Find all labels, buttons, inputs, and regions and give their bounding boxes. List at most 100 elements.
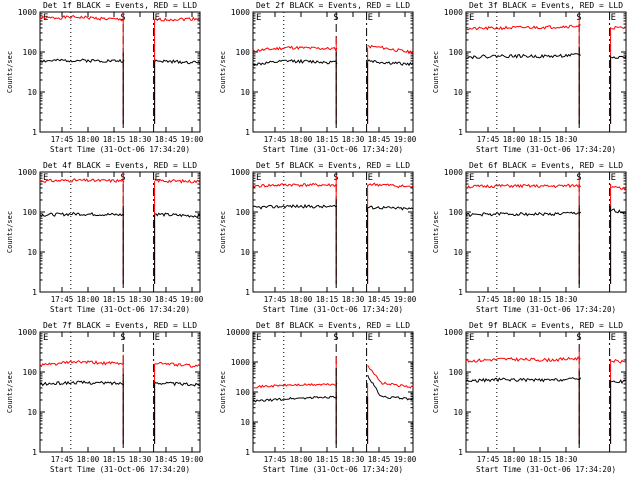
- y-axis-label: Counts/sec: [432, 51, 440, 93]
- y-tick-label: 1: [245, 128, 250, 137]
- x-tick-label: 18:00: [77, 135, 100, 144]
- x-tick-label: 19:00: [181, 135, 204, 144]
- plot-frame: [465, 11, 627, 133]
- y-tick-label: 10: [240, 88, 250, 97]
- event-marker: S: [333, 333, 338, 343]
- y-tick-label: 1000: [231, 168, 250, 177]
- x-tick-label: 18:15: [316, 135, 339, 144]
- events-series-line: [39, 52, 201, 124]
- x-tick-label: 17:45: [477, 455, 500, 464]
- x-tick-label: 18:45: [368, 135, 391, 144]
- plot-frame: [39, 171, 201, 293]
- x-tick-label: 19:00: [394, 455, 417, 464]
- x-axis-label: Start Time (31-Oct-06 17:34:20): [263, 465, 403, 474]
- x-tick-label: 18:15: [529, 455, 552, 464]
- y-tick-label: 10000: [226, 328, 250, 337]
- x-tick-label: 18:30: [342, 455, 365, 464]
- x-tick-label: 18:30: [129, 455, 152, 464]
- y-tick-label: 1: [458, 288, 463, 297]
- lld-series-line: [465, 177, 627, 284]
- plot-frame: [465, 331, 627, 453]
- x-axis-label: Start Time (31-Oct-06 17:34:20): [476, 465, 616, 474]
- x-tick-label: 18:15: [103, 295, 126, 304]
- y-tick-label: 1000: [231, 8, 250, 17]
- x-tick-label: 18:45: [368, 295, 391, 304]
- event-marker: E: [469, 13, 474, 23]
- event-marker: E: [155, 333, 160, 343]
- x-tick-label: 18:00: [290, 455, 313, 464]
- lld-series-line: [252, 37, 414, 124]
- y-tick-label: 10: [453, 88, 463, 97]
- y-tick-label: 10: [27, 408, 37, 417]
- y-tick-label: 10: [240, 418, 250, 427]
- event-marker: E: [43, 173, 48, 183]
- y-tick-label: 1: [458, 448, 463, 457]
- lld-series-line: [39, 354, 201, 444]
- y-axis-label: Counts/sec: [219, 51, 227, 93]
- lld-series-line: [39, 172, 201, 284]
- y-tick-label: 1000: [444, 328, 463, 337]
- y-tick-label: 1: [245, 448, 250, 457]
- x-tick-label: 17:45: [477, 135, 500, 144]
- plot-frame: [465, 171, 627, 293]
- event-marker: S: [120, 333, 125, 343]
- event-marker: E: [155, 13, 160, 23]
- x-tick-label: 17:45: [51, 295, 74, 304]
- panel-title: Det 7f BLACK = Events, RED = LLD: [43, 321, 197, 330]
- y-tick-label: 100: [236, 388, 251, 397]
- x-tick-label: 18:00: [290, 295, 313, 304]
- x-tick-label: 17:45: [477, 295, 500, 304]
- x-axis-label: Start Time (31-Oct-06 17:34:20): [476, 145, 616, 154]
- detector-panel: Det 5f BLACK = Events, RED = LLD 1 10 100 10…: [219, 161, 417, 314]
- detector-panel: Det 6f BLACK = Events, RED = LLD 1 10 100 10…: [432, 161, 627, 314]
- plot-frame: [252, 11, 414, 133]
- y-axis-label: Counts/sec: [432, 371, 440, 413]
- y-axis-label: Counts/sec: [432, 211, 440, 253]
- y-axis-label: Counts/sec: [219, 371, 227, 413]
- y-tick-label: 1000: [231, 358, 250, 367]
- y-tick-label: 100: [236, 208, 251, 217]
- y-tick-label: 100: [449, 368, 464, 377]
- plot-frame: [252, 171, 414, 293]
- x-tick-label: 19:00: [394, 135, 417, 144]
- x-tick-label: 17:45: [264, 135, 287, 144]
- events-series-line: [39, 374, 201, 444]
- x-tick-label: 18:30: [129, 135, 152, 144]
- event-marker: E: [469, 333, 474, 343]
- detector-panel: Det 7f BLACK = Events, RED = LLD 1 10 100 10…: [6, 321, 204, 474]
- x-tick-label: 18:00: [503, 135, 526, 144]
- x-tick-label: 18:00: [503, 295, 526, 304]
- x-tick-label: 18:30: [555, 295, 578, 304]
- detector-panel: Det 3f BLACK = Events, RED = LLD 1 10 100 10…: [432, 1, 627, 154]
- event-marker: E: [256, 333, 261, 343]
- x-tick-label: 18:30: [129, 295, 152, 304]
- y-tick-label: 100: [23, 208, 38, 217]
- y-tick-label: 1: [32, 288, 37, 297]
- panel-title: Det 4f BLACK = Events, RED = LLD: [43, 161, 197, 170]
- panel-title: Det 9f BLACK = Events, RED = LLD: [469, 321, 623, 330]
- y-tick-label: 1: [245, 288, 250, 297]
- x-axis-label: Start Time (31-Oct-06 17:34:20): [50, 145, 190, 154]
- x-tick-label: 17:45: [264, 455, 287, 464]
- lld-series-line: [252, 175, 414, 284]
- x-tick-label: 18:30: [342, 135, 365, 144]
- lld-series-line: [465, 350, 627, 444]
- y-tick-label: 10: [27, 88, 37, 97]
- x-tick-label: 17:45: [264, 295, 287, 304]
- detector-panel: Det 1f BLACK = Events, RED = LLD 1 10 100 10…: [6, 1, 204, 154]
- y-tick-label: 10: [240, 248, 250, 257]
- y-axis-label: Counts/sec: [6, 51, 14, 93]
- lld-series-line: [39, 11, 201, 124]
- detector-panel: Det 8f BLACK = Events, RED = LLD 1 10 100 10…: [219, 321, 417, 474]
- x-axis-label: Start Time (31-Oct-06 17:34:20): [50, 305, 190, 314]
- y-tick-label: 10: [27, 248, 37, 257]
- y-tick-label: 1: [458, 128, 463, 137]
- events-series-line: [39, 205, 201, 284]
- y-tick-label: 1: [32, 128, 37, 137]
- y-tick-label: 10: [453, 248, 463, 257]
- y-tick-label: 10: [453, 408, 463, 417]
- y-tick-label: 1000: [444, 8, 463, 17]
- panel-title: Det 2f BLACK = Events, RED = LLD: [256, 1, 410, 10]
- y-axis-label: Counts/sec: [6, 211, 14, 253]
